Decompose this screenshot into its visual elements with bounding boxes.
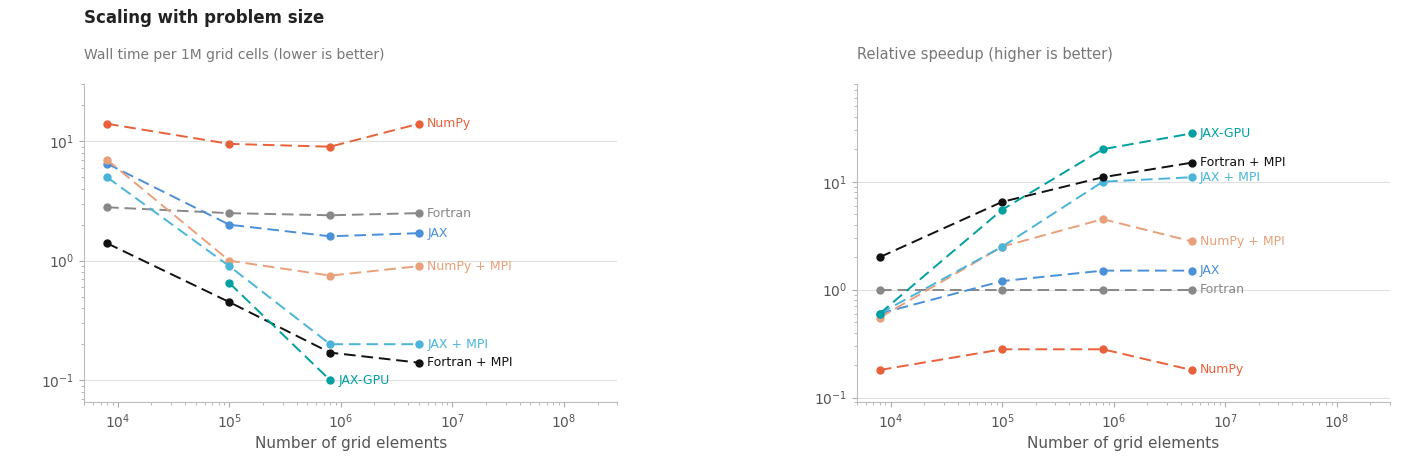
Text: JAX: JAX [1200,264,1220,277]
Text: JAX + MPI: JAX + MPI [427,338,489,351]
Text: Relative speedup (higher is better): Relative speedup (higher is better) [856,47,1113,62]
Text: JAX + MPI: JAX + MPI [1200,171,1261,184]
Text: NumPy: NumPy [1200,364,1244,376]
Text: NumPy + MPI: NumPy + MPI [427,260,512,273]
Text: NumPy + MPI: NumPy + MPI [1200,235,1285,248]
Text: Scaling with problem size: Scaling with problem size [84,9,324,27]
Text: Fortran: Fortran [427,207,472,219]
Text: Fortran: Fortran [1200,283,1245,296]
Text: Fortran + MPI: Fortran + MPI [427,356,512,369]
Text: Wall time per 1M grid cells (lower is better): Wall time per 1M grid cells (lower is be… [84,48,385,62]
X-axis label: Number of grid elements: Number of grid elements [1028,436,1220,451]
Text: JAX: JAX [427,227,448,240]
Text: NumPy: NumPy [427,117,472,130]
Text: JAX-GPU: JAX-GPU [1200,127,1251,140]
X-axis label: Number of grid elements: Number of grid elements [254,436,446,451]
Text: Fortran + MPI: Fortran + MPI [1200,156,1286,169]
Text: JAX-GPU: JAX-GPU [338,373,390,387]
